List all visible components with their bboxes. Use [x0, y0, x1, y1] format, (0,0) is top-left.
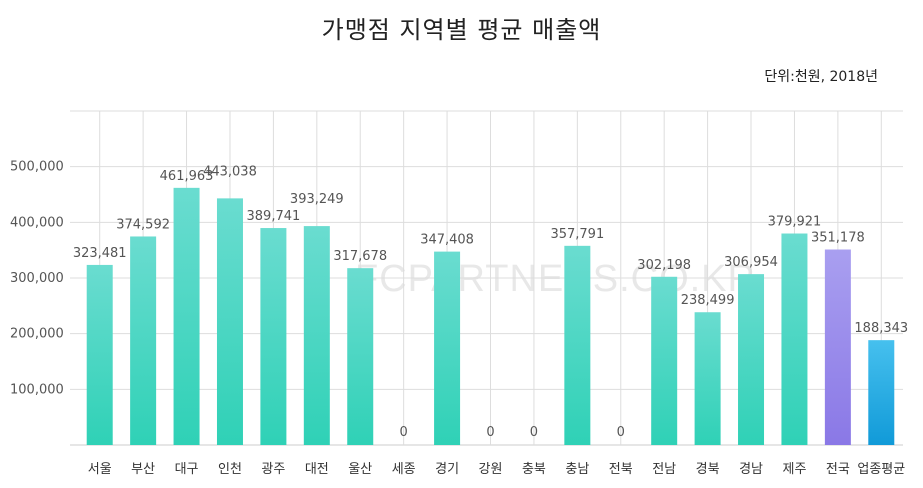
- unit-note: 단위:천원, 2018년: [764, 69, 878, 85]
- data-label: 317,678: [333, 249, 387, 264]
- x-tick-label: 강원: [479, 462, 503, 477]
- x-tick-label: 전국: [826, 462, 850, 477]
- data-label: 0: [530, 425, 538, 440]
- data-label: 374,592: [116, 217, 170, 232]
- data-label: 347,408: [420, 233, 474, 248]
- bar: [868, 340, 895, 445]
- data-label: 188,343: [854, 321, 908, 336]
- bar: [303, 226, 330, 445]
- data-label: 238,499: [681, 293, 735, 308]
- y-tick-label: 200,000: [10, 327, 64, 342]
- x-tick-label: 서울: [88, 462, 112, 477]
- y-tick-label: 300,000: [10, 271, 64, 286]
- data-label: 0: [486, 425, 494, 440]
- data-label: 351,178: [811, 231, 865, 246]
- bar: [173, 187, 200, 446]
- x-tick-label: 울산: [348, 462, 372, 477]
- y-tick-label: 400,000: [10, 215, 64, 230]
- x-tick-label: 인천: [218, 462, 242, 477]
- data-label: 461,963: [160, 169, 214, 184]
- x-tick-label: 대구: [175, 462, 199, 477]
- x-tick-label: 경남: [739, 462, 763, 477]
- chart-title: 가맹점 지역별 평균 매출액: [321, 16, 602, 44]
- x-tick-label: 경북: [696, 462, 720, 477]
- x-tick-label: 업종평균: [857, 462, 905, 477]
- x-tick-label: 세종: [392, 462, 416, 477]
- data-label: 357,791: [550, 227, 604, 242]
- y-tick-label: 500,000: [10, 160, 64, 175]
- data-label: 443,038: [203, 164, 257, 179]
- x-tick-label: 충북: [522, 462, 546, 477]
- bar: [260, 228, 287, 445]
- x-tick-label: 경기: [435, 462, 459, 477]
- x-tick-label: 광주: [261, 462, 285, 477]
- bar: [824, 249, 851, 445]
- data-label: 393,249: [290, 192, 344, 207]
- x-tick-label: 대전: [305, 462, 329, 477]
- bar: [434, 251, 461, 445]
- bar: [651, 276, 678, 445]
- data-label: 306,954: [724, 255, 778, 270]
- bar: [781, 233, 808, 445]
- watermark: FCPARTNERS.CO.KR: [355, 258, 756, 300]
- x-tick-label: 제주: [782, 462, 806, 477]
- bar: [86, 264, 113, 445]
- x-tick-label: 부산: [131, 462, 155, 477]
- bar: [216, 198, 243, 445]
- bar: [130, 236, 157, 445]
- bar: [738, 274, 765, 445]
- bar: [564, 245, 591, 445]
- x-tick-label: 충남: [565, 462, 589, 477]
- data-label: 379,921: [768, 215, 822, 230]
- data-label: 302,198: [637, 258, 691, 273]
- data-label: 0: [617, 425, 625, 440]
- data-label: 389,741: [247, 209, 301, 224]
- bar: [347, 268, 374, 445]
- x-tick-label: 전남: [652, 462, 676, 477]
- x-tick-label: 전북: [609, 462, 633, 477]
- data-label: 323,481: [73, 246, 127, 261]
- bar: [694, 312, 721, 445]
- data-label: 0: [400, 425, 408, 440]
- y-tick-label: 100,000: [10, 382, 64, 397]
